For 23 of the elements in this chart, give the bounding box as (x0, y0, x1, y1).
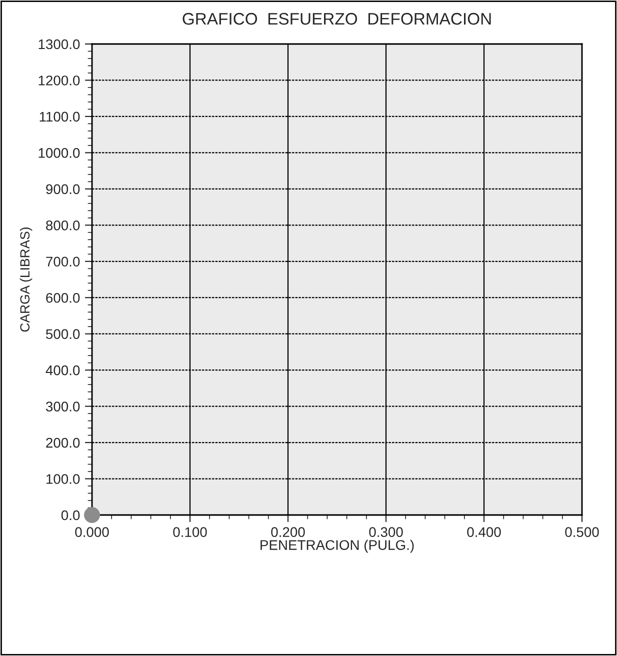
x-tick-label: 0.000 (75, 527, 109, 538)
y-tick-label: 0.0 (61, 510, 80, 520)
chart-title: GRAFICO ESFUERZO DEFORMACION (182, 12, 491, 25)
y-tick-label: 100.0 (46, 474, 80, 484)
y-tick-label: 900.0 (46, 184, 80, 194)
y-tick-label: 200.0 (46, 438, 80, 448)
y-tick-label: 600.0 (46, 292, 80, 303)
x-tick-label: 0.400 (467, 527, 501, 538)
y-tick-label: 1100.0 (40, 112, 80, 122)
x-axis-title: PENETRACION (PULG.) (260, 540, 414, 553)
y-tick-label: 700.0 (46, 256, 80, 267)
y-axis-title: CARGA (LIBRAS) (20, 228, 32, 332)
y-tick-label: 1200.0 (38, 76, 80, 86)
x-tick-label: 0.500 (565, 527, 599, 538)
y-tick-label: 1300.0 (38, 39, 80, 50)
y-tick-label: 500.0 (46, 329, 80, 340)
y-tick-label: 800.0 (46, 220, 80, 230)
x-tick-label: 0.200 (271, 527, 305, 538)
y-tick-label: 1000.0 (38, 148, 80, 158)
y-tick-label: 300.0 (46, 402, 80, 412)
x-tick-label: 0.300 (369, 527, 403, 538)
x-tick-label: 0.100 (173, 527, 207, 538)
y-tick-label: 400.0 (46, 365, 80, 376)
